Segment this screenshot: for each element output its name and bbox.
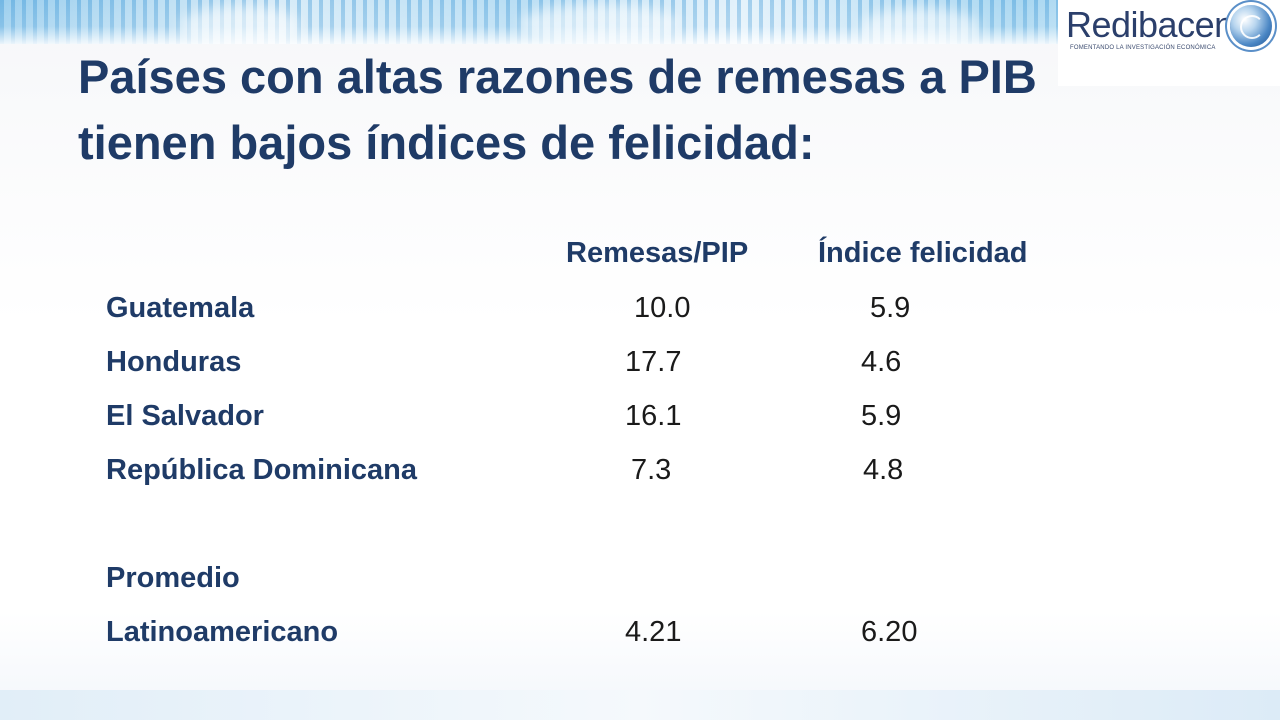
redibacen-logo: Redibacen FOMENTANDO LA INVESTIGACIÓN EC… <box>1058 0 1280 86</box>
row-remesas-value: 16.1 <box>625 400 682 432</box>
slide-title: Países con altas razones de remesas a PI… <box>78 50 1037 169</box>
row-country: Guatemala <box>106 292 255 324</box>
row-felicidad-value: 5.9 <box>861 400 902 432</box>
row-remesas-value: 17.7 <box>625 346 682 378</box>
logo-wordmark: Redibacen <box>1066 4 1234 45</box>
logo-tagline: FOMENTANDO LA INVESTIGACIÓN ECONÓMICA <box>1070 45 1216 51</box>
row-felicidad-value: 4.6 <box>861 346 902 378</box>
row-felicidad-value: 4.8 <box>863 454 904 486</box>
average-label-line2: Latinoamericano <box>106 616 339 648</box>
average-label-line1: Promedio <box>106 562 240 594</box>
row-country: República Dominicana <box>106 454 418 486</box>
header-remesas-pib: Remesas/PIP <box>566 237 749 269</box>
average-felicidad-value: 6.20 <box>861 616 918 648</box>
row-remesas-value: 10.0 <box>634 292 691 324</box>
header-indice-felicidad: Índice felicidad <box>818 237 1028 269</box>
bottom-decorative-band <box>0 690 1280 720</box>
row-felicidad-value: 5.9 <box>870 292 911 324</box>
row-country: Honduras <box>106 346 242 378</box>
average-remesas-value: 4.21 <box>625 616 682 648</box>
globe-icon <box>1230 5 1272 47</box>
row-country: El Salvador <box>106 400 264 432</box>
row-remesas-value: 7.3 <box>631 454 672 486</box>
